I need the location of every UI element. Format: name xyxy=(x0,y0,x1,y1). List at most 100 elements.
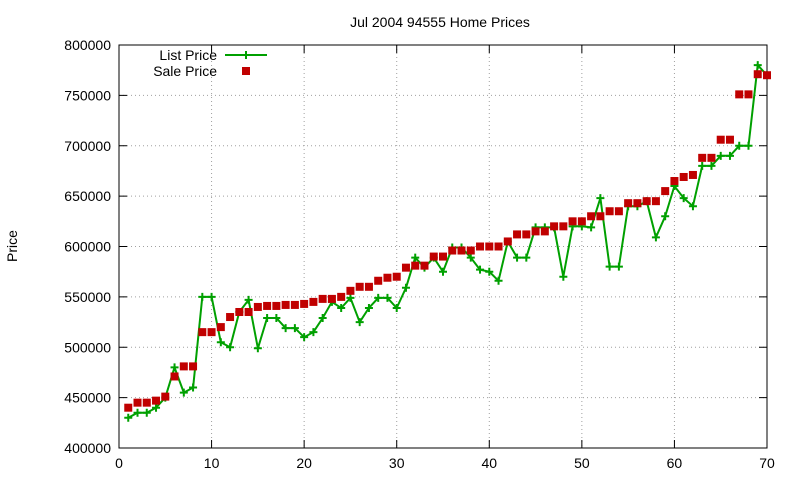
list-price-point xyxy=(605,262,614,271)
list-price-point xyxy=(253,344,262,353)
list-price-point xyxy=(392,303,401,312)
sale-price-point xyxy=(577,217,586,226)
sale-price-point xyxy=(429,252,438,261)
list-price-point xyxy=(411,253,420,262)
list-price-point xyxy=(152,403,161,412)
list-price-point xyxy=(142,408,151,417)
y-tick-label: 550000 xyxy=(64,289,111,305)
list-price-point xyxy=(688,202,697,211)
list-price-point xyxy=(318,314,327,323)
sale-price-point xyxy=(216,323,225,332)
sale-price-point xyxy=(587,212,596,221)
x-tick-label: 40 xyxy=(481,455,497,471)
series-layer xyxy=(124,61,771,422)
list-price-point xyxy=(216,338,225,347)
list-price-point xyxy=(466,253,475,262)
sale-price-point xyxy=(698,153,707,162)
y-tick-label: 500000 xyxy=(64,339,111,355)
sale-price-point xyxy=(364,282,373,291)
sale-price-point xyxy=(207,328,216,337)
sale-price-point xyxy=(568,217,577,226)
sale-price-point xyxy=(485,242,494,251)
list-price-point xyxy=(364,303,373,312)
sale-price-point xyxy=(263,301,272,310)
sale-price-point xyxy=(503,237,512,246)
legend-label-list-price: List Price xyxy=(159,47,217,63)
sale-price-point xyxy=(401,263,410,272)
sale-price-point xyxy=(531,227,540,236)
x-tick-label: 20 xyxy=(296,455,312,471)
sale-price-point xyxy=(476,242,485,251)
sale-price-point xyxy=(688,170,697,179)
list-price-point xyxy=(263,314,272,323)
list-price-point xyxy=(300,333,309,342)
sale-price-point xyxy=(744,90,753,99)
axis-ticks: 0 10 20 30 40 50 60 70 400000 450000 500000 550000 6… xyxy=(64,37,775,471)
sale-price-point xyxy=(559,222,568,231)
sale-price-point xyxy=(605,207,614,216)
sale-price-point xyxy=(411,261,420,270)
x-tick-label: 60 xyxy=(667,455,683,471)
list-price-point xyxy=(439,267,447,276)
list-price-point xyxy=(513,253,522,262)
list-price-point xyxy=(226,343,235,352)
sale-price-point xyxy=(448,246,457,255)
y-tick-label: 750000 xyxy=(64,87,111,103)
sale-price-point xyxy=(466,246,475,255)
sale-price-point xyxy=(124,403,133,412)
list-price-point xyxy=(716,151,725,160)
x-tick-label: 10 xyxy=(204,455,220,471)
sale-price-point xyxy=(161,392,170,401)
list-price-point xyxy=(133,408,142,417)
x-tick-label: 0 xyxy=(115,455,123,471)
sale-price-point xyxy=(540,227,549,236)
sale-price-point xyxy=(355,282,364,291)
sale-price-point xyxy=(513,230,522,239)
chart-title: Jul 2004 94555 Home Prices xyxy=(350,14,530,30)
sale-price-point xyxy=(392,272,401,281)
sale-price-point xyxy=(633,199,642,208)
sale-price-point xyxy=(272,301,281,310)
sale-price-point xyxy=(337,292,346,301)
sale-price-point xyxy=(346,286,355,295)
legend-marker-sale-price xyxy=(242,67,250,75)
sale-price-point xyxy=(457,246,466,255)
list-price-point xyxy=(244,295,253,304)
y-tick-label: 450000 xyxy=(64,390,111,406)
list-price-point xyxy=(124,413,133,422)
list-price-point xyxy=(189,383,198,392)
sale-price-point xyxy=(281,300,290,309)
list-price-point xyxy=(198,292,207,301)
x-tick-label: 70 xyxy=(759,455,775,471)
list-price-point xyxy=(725,151,734,160)
list-price-point xyxy=(522,253,531,262)
sale-price-point xyxy=(661,187,670,196)
sale-price-point xyxy=(318,294,327,303)
plot-frame xyxy=(118,44,768,449)
y-tick-label: 700000 xyxy=(64,138,111,154)
legend-label-sale-price: Sale Price xyxy=(153,63,217,79)
sale-price-point xyxy=(152,396,161,405)
sale-price-point xyxy=(550,222,559,231)
sale-price-point xyxy=(170,372,179,381)
sale-price-point xyxy=(725,135,734,144)
sale-price-point xyxy=(679,172,688,181)
list-price-point xyxy=(170,363,179,372)
sale-price-point xyxy=(198,328,207,337)
y-tick-label: 600000 xyxy=(64,239,111,255)
list-price-point xyxy=(207,292,216,301)
sale-price-point xyxy=(290,300,299,309)
sale-price-point xyxy=(670,177,679,186)
list-price-point xyxy=(651,233,660,242)
y-tick-label: 800000 xyxy=(64,37,111,53)
sale-price-point xyxy=(235,307,244,316)
sale-price-point xyxy=(300,299,309,308)
list-price-point xyxy=(559,272,568,281)
legend-marker-list-price xyxy=(242,51,250,59)
x-tick-label: 30 xyxy=(389,455,405,471)
sale-price-point xyxy=(596,212,605,221)
list-price-point xyxy=(753,61,762,70)
list-price-point xyxy=(494,276,503,285)
sale-price-point xyxy=(753,70,762,79)
